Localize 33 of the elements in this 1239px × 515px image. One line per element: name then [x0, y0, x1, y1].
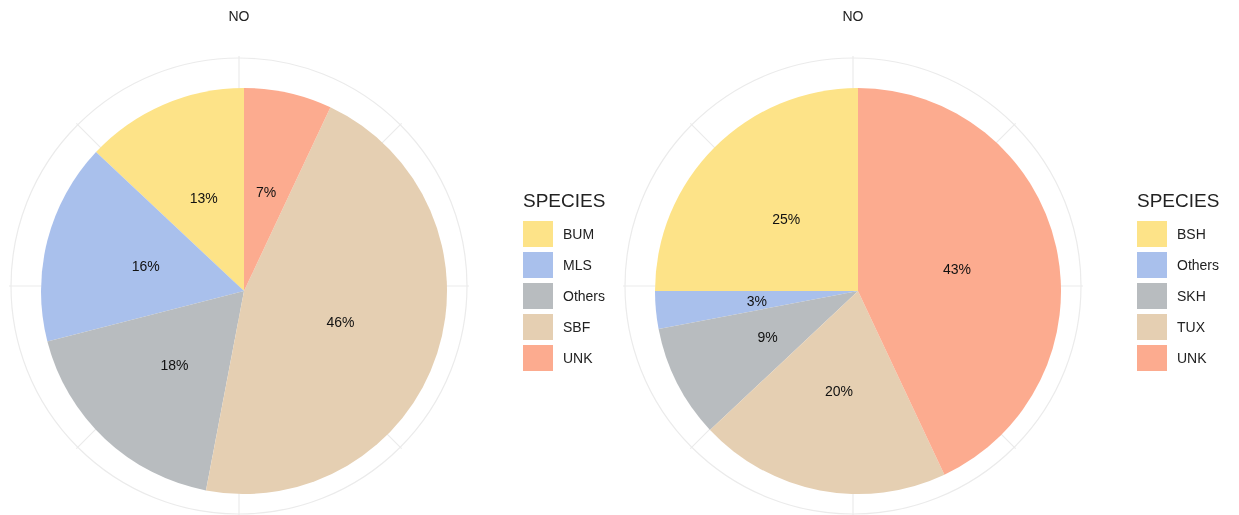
- data-label: 16%: [131, 257, 160, 274]
- legend-label: BUM: [563, 225, 595, 242]
- pie-slice: [244, 88, 331, 291]
- legend-label: UNK: [1177, 349, 1207, 366]
- data-label: 46%: [326, 314, 355, 331]
- data-label: 9%: [757, 329, 778, 346]
- pie-slice: [710, 291, 945, 494]
- data-label: 43%: [943, 260, 972, 277]
- chart-title: NO: [227, 8, 251, 24]
- legend-label: SBF: [563, 318, 591, 335]
- pie-slice: [858, 88, 1061, 475]
- legend-label: Others: [1177, 256, 1220, 273]
- data-label: 3%: [746, 292, 768, 309]
- legend-label: BSH: [1177, 225, 1206, 242]
- legend-label: UNK: [563, 349, 593, 366]
- chart-title: NO: [841, 8, 865, 24]
- data-label: 20%: [824, 382, 853, 399]
- pie-slice: [655, 88, 858, 291]
- data-label: 18%: [160, 356, 189, 373]
- pie-slice: [41, 152, 244, 342]
- legend-title: SPECIES: [523, 190, 606, 212]
- pie-slice: [96, 88, 244, 291]
- data-label: 25%: [772, 211, 801, 228]
- pie-slice: [655, 291, 858, 330]
- legend-label: Others: [563, 287, 606, 304]
- pie-slice: [658, 291, 858, 430]
- legend-label: MLS: [563, 256, 592, 273]
- pie-slice: [47, 291, 244, 491]
- legend-label: TUX: [1177, 318, 1205, 335]
- legend-title: SPECIES: [1137, 190, 1220, 212]
- data-label: 7%: [256, 183, 277, 200]
- data-label: 13%: [189, 189, 218, 206]
- legend-label: SKH: [1177, 287, 1206, 304]
